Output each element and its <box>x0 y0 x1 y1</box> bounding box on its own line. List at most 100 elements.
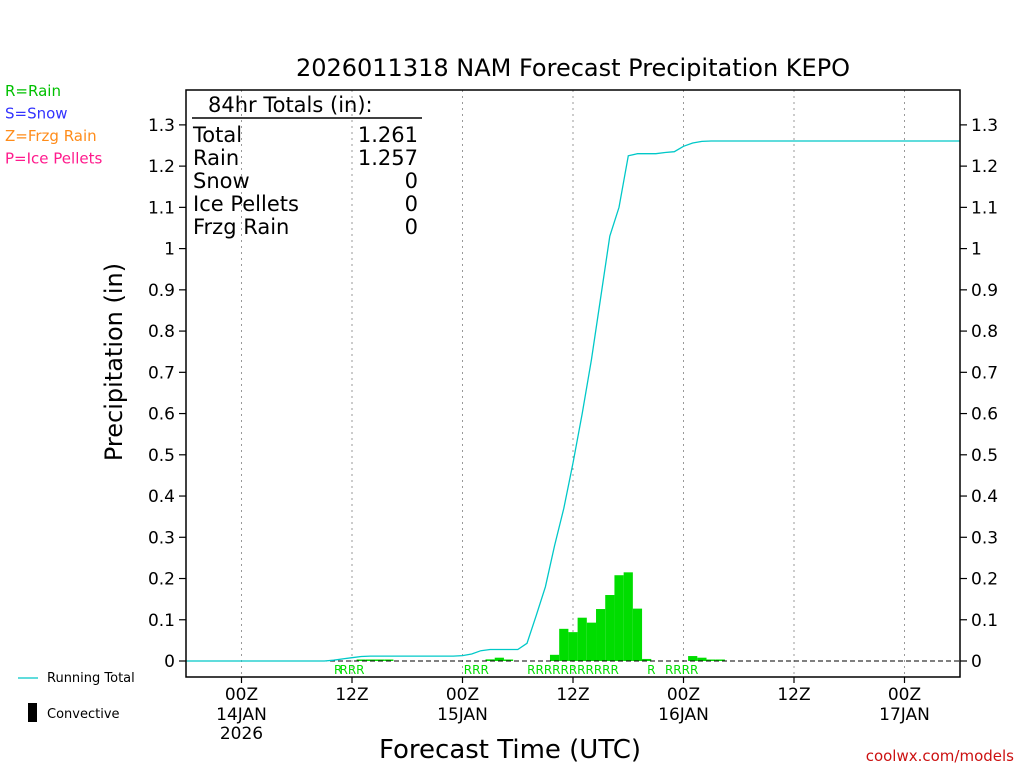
totals-label: Rain <box>193 146 239 170</box>
precip-type-marker: RRRR <box>665 663 698 677</box>
precip-bar <box>586 622 597 661</box>
y-tick-label-right: 0.7 <box>971 363 998 383</box>
precip-bar <box>365 659 376 661</box>
totals-box: 84hr Totals (in): Total 1.261 Rain 1.257 Sno… <box>192 93 422 239</box>
watermark: coolwx.com/models <box>866 747 1014 765</box>
y-tick-label-left: 0.2 <box>148 570 175 590</box>
precip-bar <box>623 572 633 661</box>
y-tick-label-left: 1.3 <box>148 116 175 136</box>
precip-bar <box>605 595 615 661</box>
x-tick-date: 15JAN <box>437 705 488 725</box>
x-tick-label: 12Z <box>556 685 589 705</box>
y-tick-label-right: 0.3 <box>971 528 998 548</box>
type-legend-item: R=Rain <box>5 82 61 100</box>
type-legend-item: P=Ice Pellets <box>5 150 102 168</box>
y-tick-label-left: 1.1 <box>148 198 175 218</box>
convective-legend-label: Convective <box>47 707 120 722</box>
precip-bar <box>568 632 578 661</box>
totals-value: 1.257 <box>358 146 418 170</box>
y-tick-label-right: 0.5 <box>971 446 998 466</box>
y-tick-label-right: 0 <box>971 652 982 672</box>
precip-type-marker: RRRRRRRRRRR <box>527 663 619 677</box>
y-axis-right: 0 0.1 0.2 0.3 0.4 0.5 0.6 0.7 0.8 0.9 1 1.1 1.2 1.3 <box>960 116 998 672</box>
precip-type-marker: R <box>334 663 342 677</box>
precip-type-marker: RRR <box>339 663 364 677</box>
precip-bar <box>596 609 606 661</box>
totals-value: 0 <box>405 192 418 216</box>
series-legend: Running Total Convective <box>18 671 135 722</box>
precip-bar <box>632 608 643 661</box>
precip-bar <box>375 659 385 661</box>
y-tick-label-right: 0.2 <box>971 570 998 590</box>
precip-type-markers: RRRR RRR RRRRRRRRRRR R RRRR <box>334 663 698 677</box>
y-tick-label-left: 0.6 <box>148 405 175 425</box>
x-tick-date: 14JAN <box>216 705 267 725</box>
totals-value: 0 <box>405 215 418 239</box>
x-axis-title: Forecast Time (UTC) <box>379 735 641 765</box>
totals-label: Frzg Rain <box>193 215 289 239</box>
precip-bar <box>485 659 495 661</box>
precip-bar <box>356 659 366 661</box>
x-tick-label: 00Z <box>446 685 479 705</box>
precip-bar <box>384 659 394 661</box>
x-tick-date: 17JAN <box>879 705 930 725</box>
x-tick-label: 00Z <box>225 685 258 705</box>
precip-bar <box>688 656 698 661</box>
y-tick-label-right: 1.3 <box>971 116 998 136</box>
x-tick-year: 2026 <box>220 724 263 744</box>
y-axis-title: Precipitation (in) <box>100 263 128 461</box>
y-tick-label-right: 1.1 <box>971 198 998 218</box>
x-tick-date: 16JAN <box>658 705 709 725</box>
totals-value: 0 <box>405 169 418 193</box>
precip-bar <box>697 657 707 661</box>
precip-bar <box>577 617 587 661</box>
y-tick-label-right: 0.4 <box>971 487 998 507</box>
y-tick-label-left: 1 <box>164 240 175 260</box>
precip-bar <box>715 659 725 661</box>
x-tick-label: 00Z <box>667 685 700 705</box>
precip-type-legend: R=Rain S=Snow Z=Frzg Rain P=Ice Pellets <box>5 82 102 168</box>
precip-bar <box>549 654 560 661</box>
y-tick-label-right: 1.2 <box>971 157 998 177</box>
precip-type-marker: RRR <box>464 663 489 677</box>
y-tick-label-right: 0.1 <box>971 611 998 631</box>
precip-bars <box>356 572 725 661</box>
totals-label: Snow <box>193 169 250 193</box>
precip-bar <box>559 628 569 661</box>
y-tick-label-left: 0.4 <box>148 487 175 507</box>
totals-label: Ice Pellets <box>193 192 299 216</box>
y-tick-label-right: 0.6 <box>971 405 998 425</box>
x-tick-label: 12Z <box>777 685 810 705</box>
y-tick-label-left: 0.8 <box>148 322 175 342</box>
type-legend-item: S=Snow <box>5 105 68 123</box>
y-tick-label-left: 0.3 <box>148 528 175 548</box>
y-tick-label-right: 0.8 <box>971 322 998 342</box>
y-axis-left: 0 0.1 0.2 0.3 0.4 0.5 0.6 0.7 0.8 0.9 1 1.1 1.2 1.3 <box>148 116 186 672</box>
grid-lines <box>241 90 905 677</box>
running-total-legend-label: Running Total <box>47 671 135 686</box>
y-tick-label-left: 0 <box>164 652 175 672</box>
precip-type-marker: R <box>647 663 655 677</box>
y-tick-label-left: 0.7 <box>148 363 175 383</box>
convective-legend-swatch <box>28 703 37 722</box>
precip-bar <box>706 659 716 661</box>
running-total-line <box>186 140 960 662</box>
precip-bar <box>494 657 504 661</box>
totals-label: Total <box>192 123 242 147</box>
precip-bar <box>642 658 652 661</box>
x-tick-label: 00Z <box>888 685 921 705</box>
totals-heading: 84hr Totals (in): <box>208 93 373 117</box>
y-tick-label-left: 0.9 <box>148 281 175 301</box>
totals-value: 1.261 <box>358 123 418 147</box>
precip-bar <box>614 575 624 661</box>
y-tick-label-left: 1.2 <box>148 157 175 177</box>
type-legend-item: Z=Frzg Rain <box>5 127 97 145</box>
precip-bar <box>503 659 514 661</box>
y-tick-label-left: 0.5 <box>148 446 175 466</box>
x-tick-label: 12Z <box>335 685 368 705</box>
y-tick-label-right: 0.9 <box>971 281 998 301</box>
y-tick-label-right: 1 <box>971 240 982 260</box>
